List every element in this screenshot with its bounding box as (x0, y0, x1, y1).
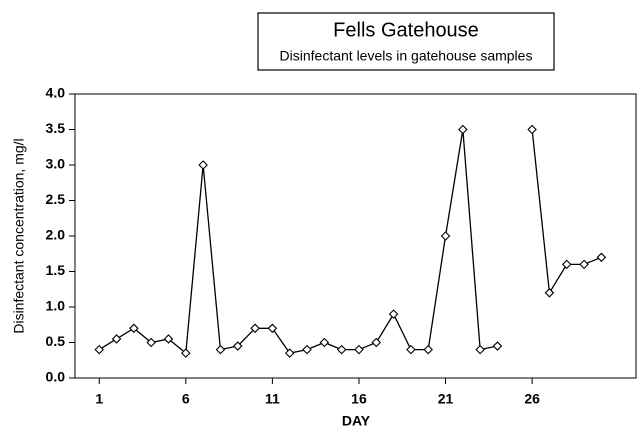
point-marker (544, 288, 555, 298)
chart-subtitle: Disinfectant levels in gatehouse samples (280, 48, 533, 64)
point-marker (371, 337, 382, 348)
point-marker (475, 344, 485, 355)
point-marker (492, 341, 503, 351)
y-tick-label: 0.0 (46, 369, 66, 385)
y-tick-label: 2.5 (46, 191, 66, 207)
point-marker (129, 323, 139, 334)
point-marker (406, 344, 416, 355)
x-tick-label: 26 (524, 391, 540, 407)
point-marker (579, 259, 589, 270)
x-tick-label: 6 (182, 391, 190, 407)
point-marker (388, 309, 399, 319)
y-tick-label: 3.5 (46, 120, 66, 136)
point-marker (181, 348, 191, 358)
point-marker (319, 337, 330, 348)
point-marker (336, 344, 347, 355)
y-axis-label: Disinfectant concentration, mg/l (11, 138, 27, 333)
point-marker (561, 259, 572, 270)
point-marker (596, 252, 607, 263)
point-marker (527, 124, 537, 135)
point-marker (440, 231, 451, 241)
point-marker (146, 337, 156, 348)
point-marker (198, 160, 208, 170)
x-tick-label: 21 (438, 391, 454, 407)
y-tick-label: 4.0 (46, 85, 66, 101)
y-tick-label: 1.5 (46, 262, 66, 278)
point-marker (215, 344, 226, 355)
point-marker (267, 323, 278, 334)
x-tick-label: 1 (95, 391, 103, 407)
point-marker (94, 344, 105, 355)
chart-title: Fells Gatehouse (333, 19, 479, 41)
point-marker (354, 344, 364, 355)
title-box (257, 12, 555, 71)
point-marker (163, 334, 174, 344)
point-marker (111, 334, 122, 344)
x-tick-label: 11 (265, 391, 280, 407)
point-marker (458, 124, 468, 135)
plot-frame (74, 93, 637, 379)
x-tick-label: 16 (351, 391, 367, 407)
y-tick-label: 0.5 (46, 333, 66, 349)
x-axis-label: DAY (342, 413, 371, 429)
point-marker (284, 348, 295, 358)
y-tick-label: 1.0 (46, 298, 66, 314)
y-tick-label: 2.0 (46, 227, 66, 243)
series-line (98, 129, 602, 355)
y-tick-label: 3.0 (46, 156, 66, 172)
point-marker (302, 344, 312, 355)
point-marker (232, 341, 243, 351)
point-marker (250, 323, 260, 334)
point-marker (423, 344, 434, 355)
